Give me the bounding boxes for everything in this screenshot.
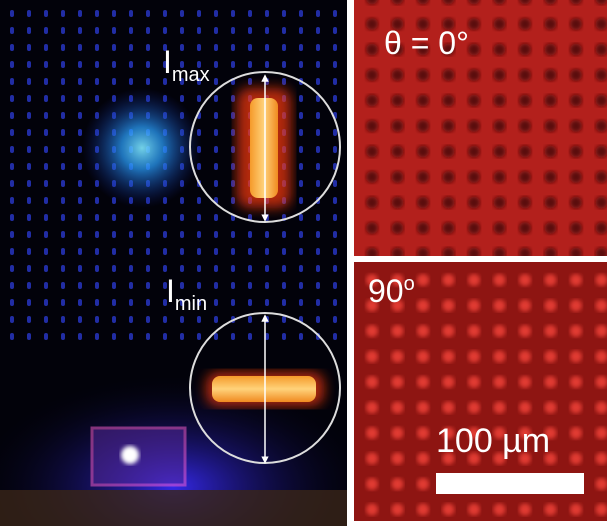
scale-bar: [436, 473, 584, 494]
angle-label: θ = 0°: [384, 25, 469, 61]
scale-bar-label: 100 µm: [436, 422, 550, 460]
i-min-label: Imin: [166, 273, 207, 315]
angle-label: 90o: [368, 273, 415, 309]
bottom-right-panel: 90o 100 µm: [354, 262, 607, 521]
left-panel: Imax Imin: [0, 0, 347, 526]
top-right-panel: θ = 0°: [354, 0, 607, 256]
i-max-label: Imax: [163, 44, 210, 86]
